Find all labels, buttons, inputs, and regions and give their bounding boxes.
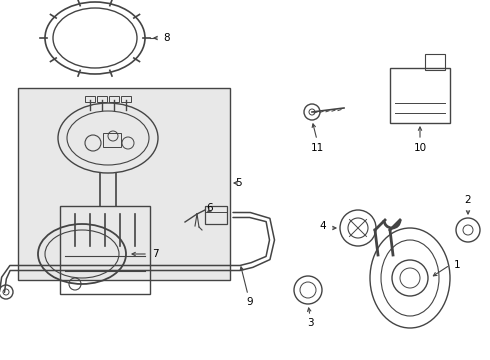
- Bar: [85, 96, 95, 102]
- Text: 9: 9: [246, 297, 253, 307]
- Text: 6: 6: [207, 203, 213, 213]
- Text: 7: 7: [152, 249, 158, 259]
- Bar: [425, 54, 445, 70]
- Text: 2: 2: [465, 195, 471, 205]
- Text: 10: 10: [414, 143, 427, 153]
- Text: 8: 8: [164, 33, 171, 43]
- Bar: [121, 96, 131, 102]
- Bar: [103, 133, 121, 147]
- Bar: [205, 206, 227, 224]
- Bar: [97, 96, 107, 102]
- Bar: [390, 68, 450, 123]
- Bar: [109, 96, 119, 102]
- Bar: [18, 88, 230, 280]
- Bar: [60, 206, 150, 294]
- Text: 3: 3: [307, 318, 313, 328]
- Text: 5: 5: [235, 178, 241, 188]
- Text: 4: 4: [319, 221, 326, 231]
- Text: 11: 11: [310, 143, 323, 153]
- Text: 1: 1: [454, 260, 460, 270]
